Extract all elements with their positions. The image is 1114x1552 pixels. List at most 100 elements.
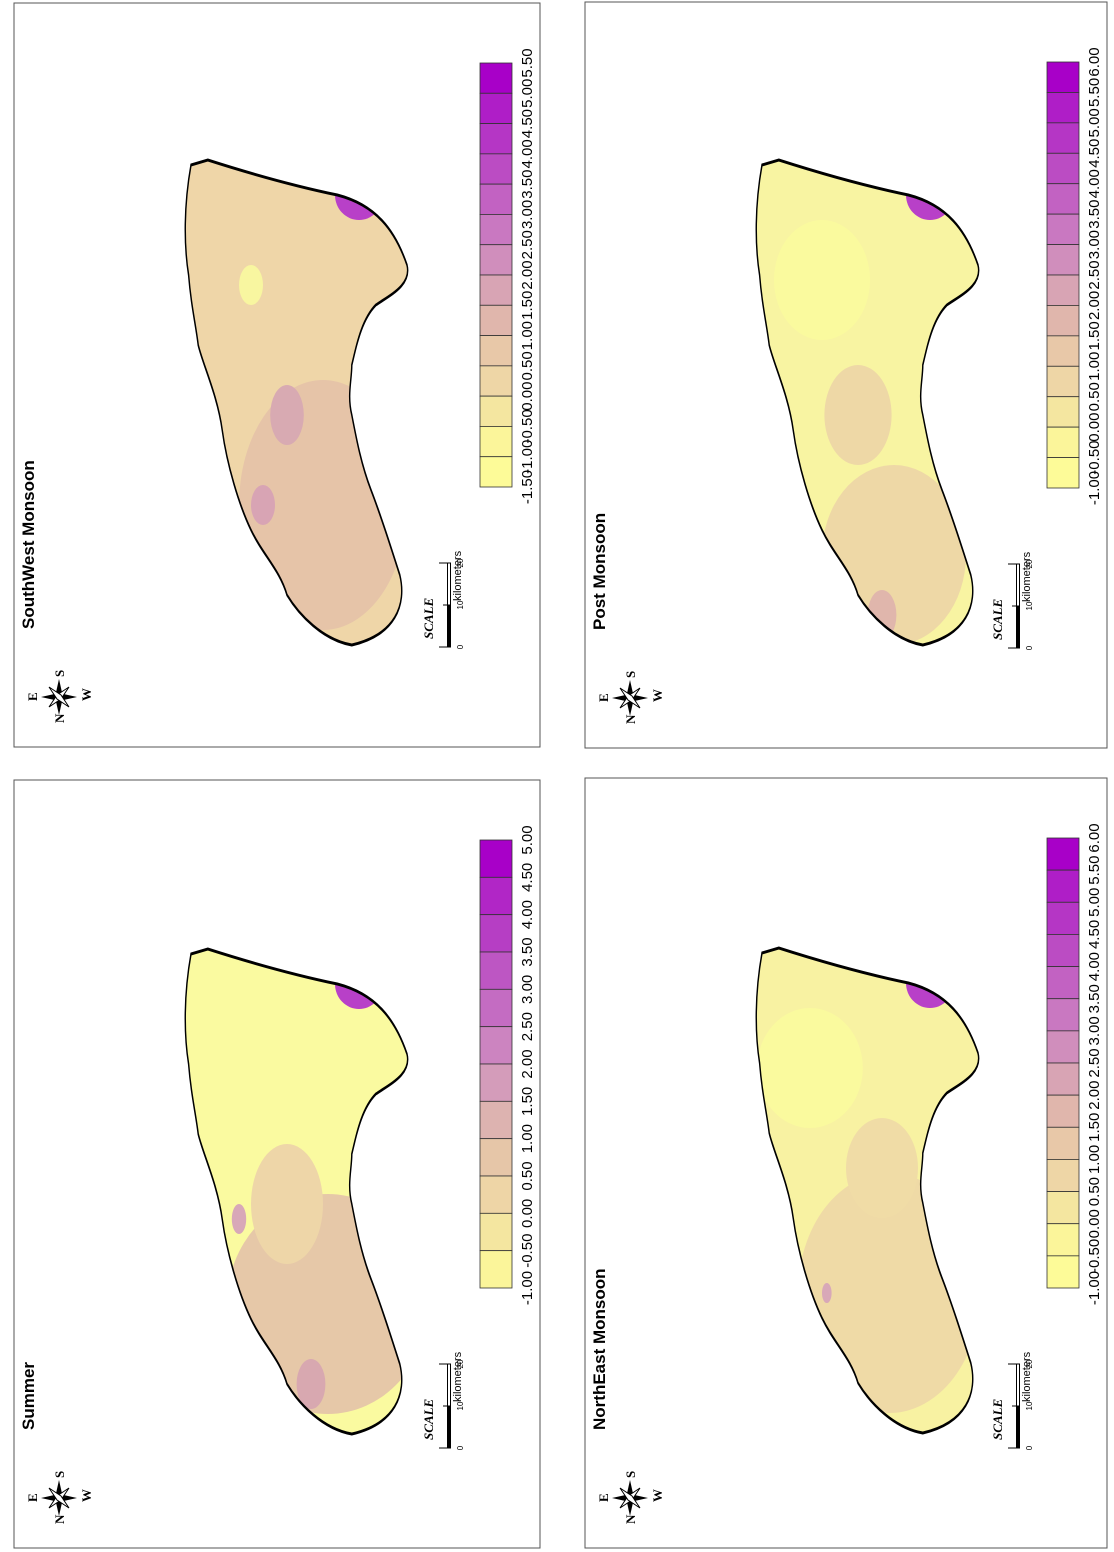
legend-tick-label: 4.00 bbox=[1086, 169, 1103, 198]
legend-tick-label: 5.50 bbox=[1086, 78, 1103, 107]
value-zone bbox=[757, 1008, 863, 1129]
legend-swatch bbox=[479, 1100, 513, 1140]
map-panel-3: Post Monsoon N E S W 6.00 5.505.00 4.504.00 3.50… bbox=[585, 2, 1107, 748]
scale-unit: kilometers bbox=[1021, 1351, 1033, 1402]
scale-tick-label: 20 bbox=[456, 1359, 465, 1368]
compass-label-e: E bbox=[25, 1493, 40, 1502]
value-zone bbox=[239, 265, 264, 306]
legend-tick-label: 5.00 bbox=[1086, 888, 1103, 917]
scale-tick-label: 10 bbox=[456, 600, 465, 609]
legend-tick-label: 3.00 bbox=[1086, 230, 1103, 259]
legend-tick-label: 4.50 bbox=[1086, 920, 1103, 949]
legend-swatch bbox=[1046, 1255, 1080, 1289]
legend-swatch bbox=[1046, 837, 1080, 871]
scale-tick-label: 10 bbox=[456, 1401, 465, 1410]
legend-swatch bbox=[1046, 396, 1080, 428]
legend-tick-label: 2.50 bbox=[1086, 1048, 1103, 1077]
legend-tick-label: 5.00 bbox=[1086, 108, 1103, 137]
legend-swatch bbox=[1046, 274, 1080, 306]
scale-unit: kilometers bbox=[1021, 551, 1033, 602]
scale-bar: 0 10 20 SCALE kilometers bbox=[421, 1351, 465, 1450]
compass-label-s: S bbox=[52, 670, 67, 677]
legend-swatch bbox=[1046, 1062, 1080, 1096]
legend-swatch bbox=[479, 274, 513, 306]
legend-swatch bbox=[1046, 335, 1080, 367]
legend-tick-label: 3.00 bbox=[519, 200, 536, 229]
legend-tick-label: -1.00 bbox=[1086, 1271, 1103, 1305]
legend-swatch bbox=[479, 183, 513, 215]
legend-tick-label: 0.50 bbox=[519, 1161, 536, 1190]
scale-label: SCALE bbox=[421, 597, 436, 639]
legend-tick-label: -1.00 bbox=[519, 1271, 536, 1305]
legend-tick-label: -0.50 bbox=[1086, 440, 1103, 474]
scale-tick-label: 0 bbox=[456, 644, 465, 649]
compass-label-w: W bbox=[79, 688, 94, 701]
legend-swatch bbox=[479, 839, 513, 878]
compass-rose-icon: N E S W bbox=[25, 1471, 94, 1524]
legend-swatch bbox=[1046, 1191, 1080, 1225]
legend-swatch bbox=[1046, 122, 1080, 154]
legend-tick-label: -1.00 bbox=[1086, 471, 1103, 505]
scale-label: SCALE bbox=[990, 1398, 1005, 1440]
compass-label-w: W bbox=[79, 1489, 94, 1502]
legend-tick-label: 5.00 bbox=[519, 825, 536, 854]
legend-swatch bbox=[479, 951, 513, 990]
legend-tick-label: 3.00 bbox=[1086, 1016, 1103, 1045]
color-legend: 6.005.505.004.504.003.503.002.502.001.50… bbox=[1046, 47, 1103, 505]
value-zone bbox=[296, 1359, 326, 1410]
compass-rose-icon: N E S W bbox=[596, 671, 665, 724]
compass-label-w: W bbox=[650, 689, 665, 702]
compass-label-s: S bbox=[623, 671, 638, 678]
map-title: SouthWest Monsoon bbox=[19, 460, 38, 629]
legend-swatch bbox=[1046, 244, 1080, 276]
legend-swatch bbox=[479, 123, 513, 155]
legend-swatch bbox=[479, 395, 513, 427]
legend-tick-label: 4.00 bbox=[1086, 952, 1103, 981]
legend-tick-label: 3.50 bbox=[519, 170, 536, 199]
scale-tick-label: 0 bbox=[1025, 1445, 1034, 1450]
legend-tick-label: 0.00 bbox=[1086, 1209, 1103, 1238]
legend-tick-label: 3.50 bbox=[519, 937, 536, 966]
color-legend: 5.50 5.004.504.00 3.503.002.502.00 1.501.00… bbox=[479, 48, 536, 504]
legend-swatch bbox=[479, 426, 513, 458]
legend-tick-label: 1.50 bbox=[1086, 321, 1103, 350]
legend-swatch bbox=[479, 92, 513, 124]
legend-swatch bbox=[479, 1063, 513, 1102]
scale-tick-label: 20 bbox=[1025, 1359, 1034, 1368]
map-title: NorthEast Monsoon bbox=[590, 1269, 609, 1431]
legend-tick-label: 1.00 bbox=[1086, 352, 1103, 381]
legend-tick-label: 0.00 bbox=[1086, 413, 1103, 442]
value-zone bbox=[250, 1144, 323, 1265]
scale-label: SCALE bbox=[421, 1398, 436, 1440]
legend-tick-label: 2.50 bbox=[1086, 260, 1103, 289]
compass-label-e: E bbox=[596, 1493, 611, 1502]
value-zone bbox=[250, 484, 275, 525]
compass-rose-icon: N E S W bbox=[596, 1471, 665, 1524]
legend-tick-label: -1.00 bbox=[519, 440, 536, 474]
legend-swatch bbox=[1046, 1094, 1080, 1128]
scale-tick-label: 10 bbox=[1025, 1401, 1034, 1410]
legend-swatch bbox=[1046, 92, 1080, 124]
value-zone bbox=[846, 1117, 919, 1218]
scale-tick-label: 0 bbox=[456, 1445, 465, 1450]
legend-tick-label: 5.50 bbox=[1086, 856, 1103, 885]
value-zone bbox=[821, 1282, 832, 1303]
legend-swatch bbox=[479, 1026, 513, 1065]
legend-swatch bbox=[1046, 426, 1080, 458]
legend-tick-label: 1.00 bbox=[1086, 1145, 1103, 1174]
legend-swatch bbox=[1046, 305, 1080, 337]
value-zone bbox=[270, 385, 304, 446]
legend-swatch bbox=[479, 244, 513, 276]
legend-swatch bbox=[1046, 152, 1080, 185]
legend-swatch bbox=[1046, 966, 1080, 1000]
map-panel-1: SouthWest Monsoon N E S W 5.50 5.004.504.00 3.5… bbox=[14, 3, 540, 747]
legend-swatch bbox=[479, 1212, 513, 1252]
color-legend: 6.005.505.004.504.003.503.002.502.001.50… bbox=[1046, 823, 1103, 1305]
legend-swatch bbox=[1046, 1126, 1080, 1160]
legend-tick-label: 4.00 bbox=[519, 900, 536, 929]
legend-tick-label: -0.50 bbox=[1086, 1239, 1103, 1273]
legend-swatch bbox=[479, 214, 513, 246]
compass-label-n: N bbox=[623, 714, 638, 724]
legend-swatch bbox=[479, 335, 513, 367]
